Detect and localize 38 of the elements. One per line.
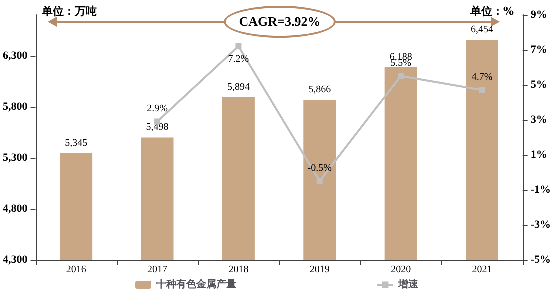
annotation: CAGR=3.92% — [224, 6, 336, 38]
x-tick-label: 2017 — [148, 264, 168, 276]
y-tick-label: 5,800 — [3, 100, 28, 113]
point — [479, 87, 486, 94]
legend-label: 增速 — [398, 278, 420, 290]
x-tick-label: 2018 — [228, 264, 249, 276]
y2-tick-label: -3% — [530, 219, 552, 231]
y2-tick-label: -5% — [530, 254, 552, 266]
point — [236, 44, 242, 50]
y2-tick-label: 9% — [530, 9, 548, 21]
data-label: 5,866 — [308, 84, 332, 96]
x-tick-label: 2021 — [472, 264, 492, 276]
data-label: 5,498 — [146, 122, 169, 134]
point — [398, 73, 404, 80]
data-label: 5,345 — [65, 138, 88, 149]
legend-label: 十种有色金属产量 — [156, 278, 236, 290]
data-label: 4.7% — [472, 72, 493, 83]
y-tick-label: 4,800 — [3, 202, 28, 215]
data-label: 2.9% — [147, 103, 168, 114]
point — [316, 178, 323, 184]
data-label: -0.5% — [308, 162, 332, 174]
data-label: 7.2% — [228, 54, 250, 65]
data-label: 5,894 — [227, 82, 250, 93]
x-tick-label: 2019 — [310, 264, 330, 276]
y2-tick-label: 5% — [530, 79, 548, 91]
y-axis-title: 单位：万吨 — [42, 4, 97, 19]
x-tick-label: 2016 — [66, 264, 86, 276]
y-tick-label: 4,300 — [3, 254, 28, 266]
y2-tick-label: 1% — [530, 149, 548, 161]
y2-tick-label: 7% — [530, 44, 548, 56]
y2-tick-label: 3% — [530, 114, 548, 126]
y2-tick-label: -1% — [530, 184, 552, 196]
data-label: 5.5% — [390, 58, 412, 69]
data-label: 6,454 — [470, 24, 494, 36]
y-tick-label: 6,300 — [3, 50, 28, 62]
y-tick-label: 5,300 — [3, 152, 28, 164]
y2-axis-title: 单位：% — [470, 4, 514, 19]
x-tick-label: 2020 — [391, 264, 412, 276]
